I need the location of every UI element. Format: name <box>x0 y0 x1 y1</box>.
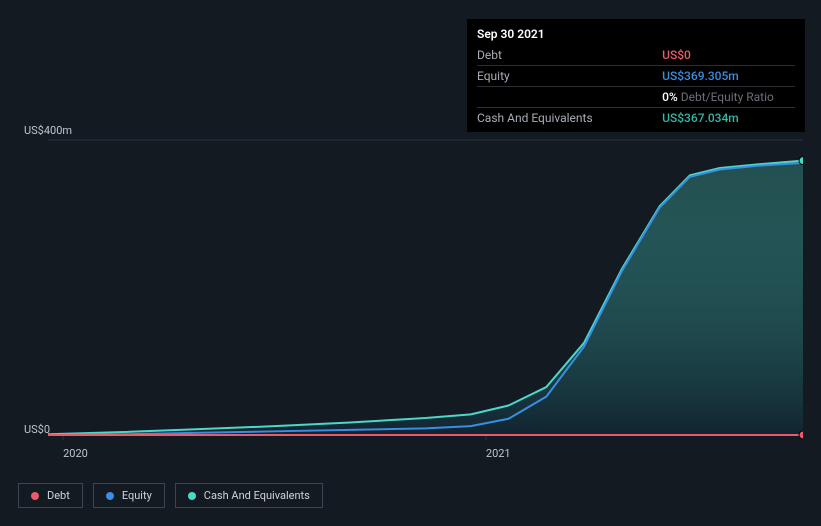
chart-legend: Debt Equity Cash And Equivalents <box>18 483 323 508</box>
x-axis-label-0: 2020 <box>63 447 88 460</box>
legend-swatch-icon <box>31 492 39 500</box>
tooltip-row-value: US$0 <box>662 45 795 66</box>
tooltip-row-value: US$367.034m <box>662 108 795 129</box>
legend-item-cash[interactable]: Cash And Equivalents <box>175 483 323 508</box>
chart-container: US$400m US$0 2020 2021 Sep 30 2021 DebtU… <box>0 0 821 526</box>
tooltip-row: EquityUS$369.305m <box>477 66 795 87</box>
legend-swatch-icon <box>188 492 196 500</box>
legend-label: Equity <box>122 489 152 502</box>
tooltip-row-value: 0% Debt/Equity Ratio <box>662 87 795 108</box>
tooltip-row: DebtUS$0 <box>477 45 795 66</box>
tooltip-row-label <box>477 87 662 108</box>
legend-label: Cash And Equivalents <box>204 489 310 502</box>
tooltip-date: Sep 30 2021 <box>477 25 795 43</box>
tooltip-row-label: Equity <box>477 66 662 87</box>
legend-label: Debt <box>47 489 70 502</box>
tooltip-table: DebtUS$0EquityUS$369.305m0% Debt/Equity … <box>477 45 795 128</box>
tooltip-row: 0% Debt/Equity Ratio <box>477 87 795 108</box>
y-axis-label-max: US$400m <box>24 124 72 137</box>
tooltip-row-label: Debt <box>477 45 662 66</box>
legend-item-equity[interactable]: Equity <box>93 483 165 508</box>
tooltip-row: Cash And EquivalentsUS$367.034m <box>477 108 795 129</box>
legend-item-debt[interactable]: Debt <box>18 483 83 508</box>
tooltip-row-value: US$369.305m <box>662 66 795 87</box>
y-axis-label-zero: US$0 <box>24 423 50 436</box>
legend-swatch-icon <box>106 492 114 500</box>
x-axis-label-1: 2021 <box>486 447 511 460</box>
tooltip-row-label: Cash And Equivalents <box>477 108 662 129</box>
hover-tooltip: Sep 30 2021 DebtUS$0EquityUS$369.305m0% … <box>467 19 805 132</box>
